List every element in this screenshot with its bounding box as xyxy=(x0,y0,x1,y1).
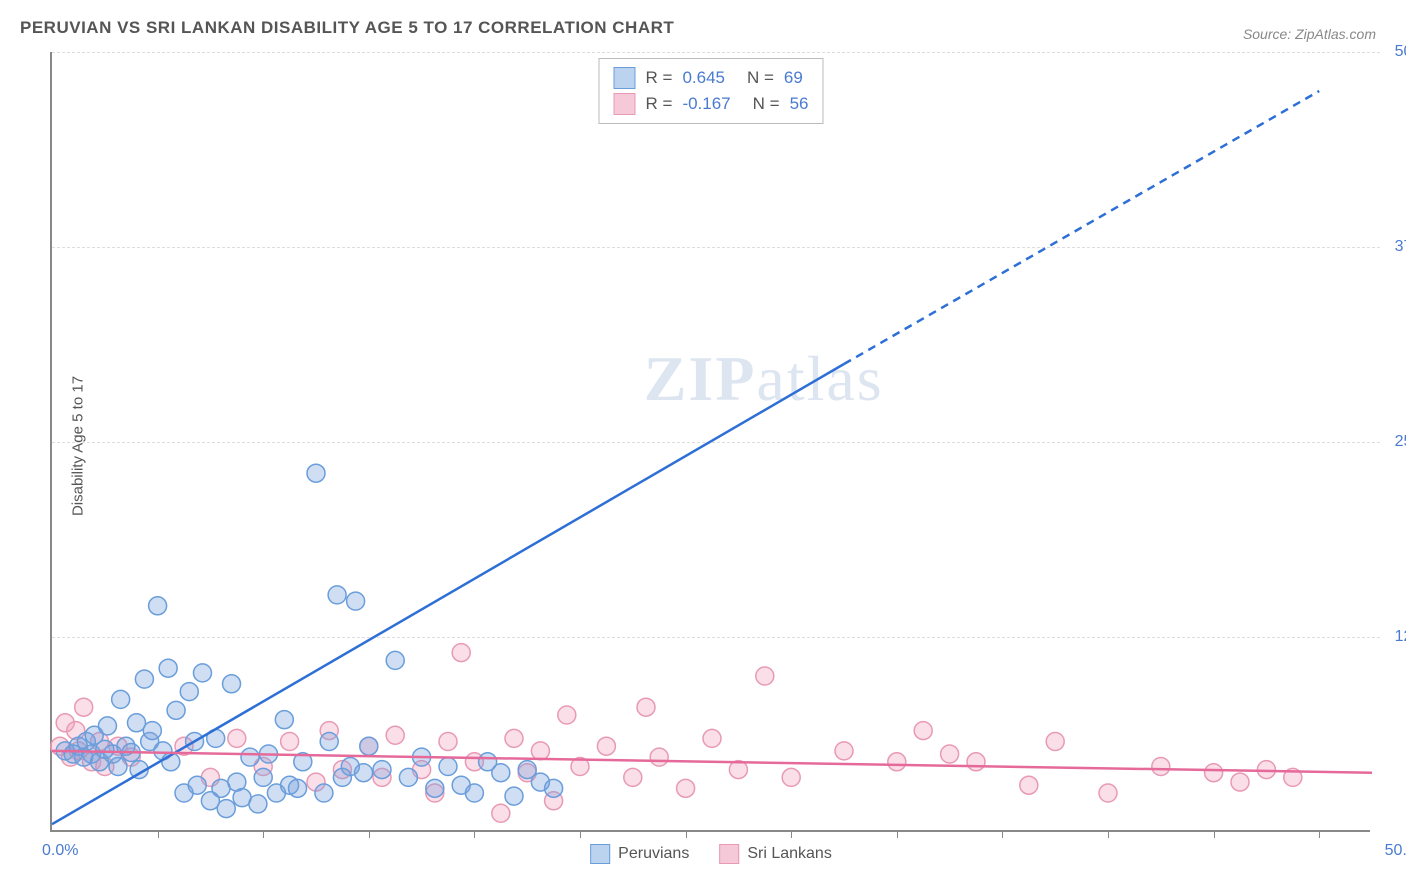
data-point xyxy=(149,597,167,615)
x-tick-mark xyxy=(474,830,475,838)
legend-item-srilankans: Sri Lankans xyxy=(719,844,832,864)
data-point xyxy=(624,768,642,786)
legend-swatch-peruvians xyxy=(590,844,610,864)
data-point xyxy=(249,795,267,813)
y-tick-label: 50.0% xyxy=(1395,43,1406,61)
data-point xyxy=(531,742,549,760)
data-point xyxy=(320,733,338,751)
legend-label-srilankans: Sri Lankans xyxy=(747,845,832,863)
data-point xyxy=(386,726,404,744)
data-point xyxy=(281,733,299,751)
data-point xyxy=(439,757,457,775)
data-point xyxy=(835,742,853,760)
data-point xyxy=(112,690,130,708)
trend-line xyxy=(52,364,844,824)
data-point xyxy=(888,753,906,771)
data-point xyxy=(180,683,198,701)
x-tick-mark xyxy=(369,830,370,838)
data-point xyxy=(677,779,695,797)
data-point xyxy=(159,659,177,677)
data-point xyxy=(439,733,457,751)
data-point xyxy=(597,737,615,755)
x-tick-mark xyxy=(1214,830,1215,838)
data-point xyxy=(492,764,510,782)
x-tick-mark xyxy=(1108,830,1109,838)
x-tick-mark xyxy=(1319,830,1320,838)
plot-area: ZIPatlas 12.5%25.0%37.5%50.0% 0.0% 50.0%… xyxy=(50,52,1370,832)
data-point xyxy=(782,768,800,786)
scatter-svg xyxy=(52,52,1370,830)
data-point xyxy=(386,651,404,669)
data-point xyxy=(355,764,373,782)
data-point xyxy=(465,784,483,802)
data-point xyxy=(135,670,153,688)
data-point xyxy=(1257,761,1275,779)
data-point xyxy=(399,768,417,786)
x-tick-mark xyxy=(686,830,687,838)
data-point xyxy=(637,698,655,716)
data-point xyxy=(373,761,391,779)
x-origin-label: 0.0% xyxy=(42,842,78,860)
data-point xyxy=(505,787,523,805)
x-tick-mark xyxy=(158,830,159,838)
x-tick-mark xyxy=(1002,830,1003,838)
data-point xyxy=(193,664,211,682)
x-tick-mark xyxy=(580,830,581,838)
trend-line-dashed xyxy=(844,91,1319,364)
y-tick-label: 12.5% xyxy=(1395,628,1406,646)
data-point xyxy=(307,464,325,482)
data-point xyxy=(492,804,510,822)
data-point xyxy=(505,729,523,747)
data-point xyxy=(275,711,293,729)
data-point xyxy=(1046,733,1064,751)
data-point xyxy=(315,784,333,802)
x-tick-mark xyxy=(791,830,792,838)
source-label: Source: xyxy=(1243,26,1291,42)
data-point xyxy=(558,706,576,724)
x-tick-mark xyxy=(263,830,264,838)
source-attribution: Source: ZipAtlas.com xyxy=(1243,26,1376,42)
data-point xyxy=(254,768,272,786)
chart-title: PERUVIAN VS SRI LANKAN DISABILITY AGE 5 … xyxy=(20,18,674,38)
data-point xyxy=(452,644,470,662)
data-point xyxy=(75,698,93,716)
data-point xyxy=(98,717,116,735)
data-point xyxy=(967,753,985,771)
data-point xyxy=(289,779,307,797)
data-point xyxy=(1020,776,1038,794)
data-point xyxy=(1099,784,1117,802)
source-value: ZipAtlas.com xyxy=(1295,26,1376,42)
data-point xyxy=(228,729,246,747)
legend-label-peruvians: Peruvians xyxy=(618,845,689,863)
data-point xyxy=(1152,757,1170,775)
legend-swatch-srilankans xyxy=(719,844,739,864)
data-point xyxy=(1231,773,1249,791)
data-point xyxy=(1205,764,1223,782)
data-point xyxy=(347,592,365,610)
data-point xyxy=(703,729,721,747)
data-point xyxy=(143,722,161,740)
x-max-label: 50.0% xyxy=(1385,842,1406,860)
data-point xyxy=(223,675,241,693)
data-point xyxy=(328,586,346,604)
data-point xyxy=(109,757,127,775)
series-legend: Peruvians Sri Lankans xyxy=(590,844,832,864)
data-point xyxy=(188,776,206,794)
data-point xyxy=(756,667,774,685)
data-point xyxy=(650,748,668,766)
x-tick-mark xyxy=(897,830,898,838)
data-point xyxy=(914,722,932,740)
data-point xyxy=(241,748,259,766)
legend-item-peruvians: Peruvians xyxy=(590,844,689,864)
y-tick-label: 37.5% xyxy=(1395,238,1406,256)
data-point xyxy=(217,800,235,818)
data-point xyxy=(167,701,185,719)
data-point xyxy=(941,745,959,763)
data-point xyxy=(360,737,378,755)
y-tick-label: 25.0% xyxy=(1395,433,1406,451)
data-point xyxy=(426,779,444,797)
data-point xyxy=(545,779,563,797)
